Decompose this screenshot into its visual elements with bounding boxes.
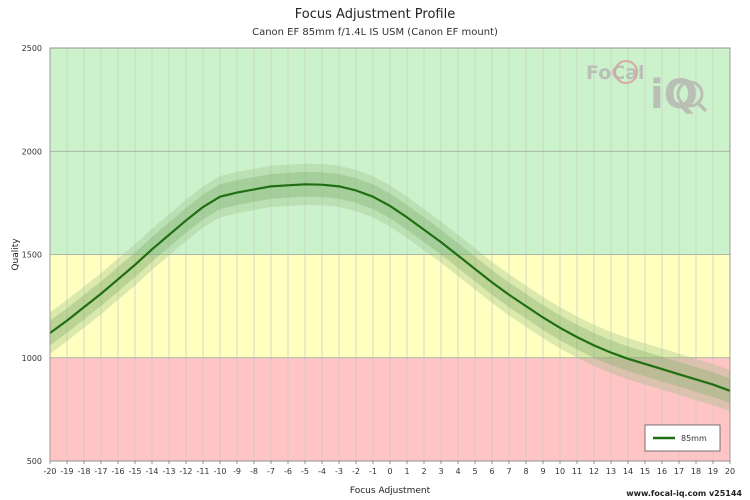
x-tick-label: -12 (179, 467, 192, 476)
y-axis-label: Quality (11, 238, 21, 271)
legend: 85mm (644, 424, 721, 452)
x-tick-label: -15 (128, 467, 141, 476)
y-tick-label: 500 (27, 457, 42, 466)
logo-handle-icon (696, 101, 708, 113)
confidence-band-outer (50, 163, 730, 412)
x-tick-label: 20 (725, 467, 735, 476)
x-tick-label: -9 (233, 467, 241, 476)
series-lines (49, 183, 731, 392)
x-tick-label: 12 (589, 467, 599, 476)
x-tick-label: 0 (387, 467, 392, 476)
y-tick-label: 2500 (22, 44, 42, 53)
logo-iq-text: iQ (650, 72, 698, 118)
chart-subtitle: Canon EF 85mm f/1.4L IS USM (Canon EF mo… (252, 27, 498, 38)
x-tick-label: -4 (318, 467, 326, 476)
legend-label: 85mm (681, 434, 707, 443)
confidence-bands (50, 163, 730, 412)
x-tick-label: -19 (60, 467, 73, 476)
x-tick-label: -2 (352, 467, 360, 476)
x-tick-label: 15 (640, 467, 650, 476)
x-tick-label: 4 (455, 467, 460, 476)
x-tick-label: 3 (438, 467, 443, 476)
x-tick-label: 7 (506, 467, 511, 476)
x-tick-label: -20 (43, 467, 56, 476)
x-tick-label: 14 (623, 467, 633, 476)
x-tick-label: 19 (708, 467, 718, 476)
x-tick-label: 13 (606, 467, 616, 476)
x-axis-label: Focus Adjustment (350, 486, 431, 496)
x-tick-label: -16 (111, 467, 124, 476)
x-tick-label: -5 (301, 467, 309, 476)
x-tick-label: -14 (145, 467, 158, 476)
y-tick-label: 2000 (22, 147, 42, 156)
x-tick-label: -8 (250, 467, 258, 476)
x-tick-label: 6 (489, 467, 494, 476)
x-tick-label: 18 (691, 467, 701, 476)
logo-ring-icon (614, 60, 638, 84)
x-tick-label: -7 (267, 467, 275, 476)
y-tick-labels: 500 1000 1500 2000 2500 (22, 44, 42, 466)
x-tick-labels: -20 -19 -18 -17 -16 -15 -14 -13 -12 -11 -10 -9 -8 -7-… (43, 461, 735, 476)
x-tick-label: -13 (162, 467, 175, 476)
chart-title: Focus Adjustment Profile (294, 7, 456, 22)
focal-iq-logo: FoCal iQ (586, 60, 708, 118)
logo-lens-icon (676, 80, 704, 108)
x-tick-label: 10 (555, 467, 565, 476)
x-tick-label: 11 (572, 467, 582, 476)
x-tick-label: -6 (284, 467, 292, 476)
x-tick-label: 2 (421, 467, 426, 476)
x-tick-label: 17 (674, 467, 684, 476)
confidence-band-inner (50, 171, 730, 404)
x-tick-label: -17 (94, 467, 107, 476)
x-tick-label: -11 (196, 467, 209, 476)
y-tick-label: 1500 (22, 251, 42, 260)
x-tick-label: -18 (77, 467, 90, 476)
x-tick-label: 9 (540, 467, 545, 476)
x-tick-label: 1 (404, 467, 409, 476)
x-tick-label: -10 (213, 467, 226, 476)
y-tick-label: 1000 (22, 354, 42, 363)
footer-credit: www.focal-iq.com v25144 (626, 489, 742, 498)
x-tick-label: 16 (657, 467, 667, 476)
x-tick-label: 8 (523, 467, 528, 476)
x-tick-label: 5 (472, 467, 477, 476)
x-tick-label: -1 (369, 467, 377, 476)
x-tick-label: -3 (335, 467, 343, 476)
series-line-0 (49, 183, 731, 392)
